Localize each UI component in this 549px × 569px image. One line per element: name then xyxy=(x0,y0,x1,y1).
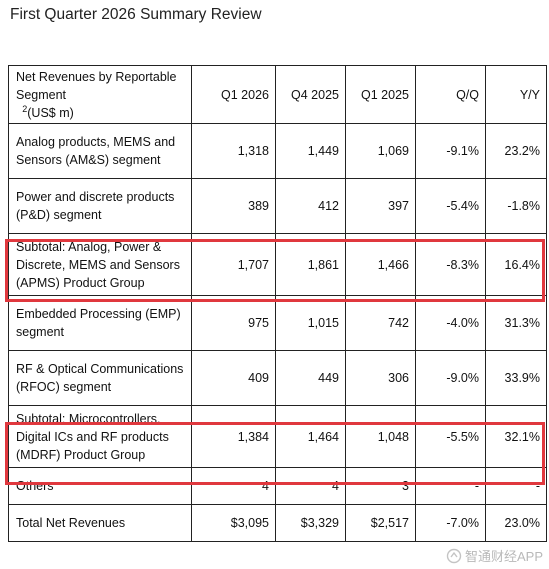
watermark: 智通财经APP xyxy=(446,546,543,565)
cell-value: 397 xyxy=(345,178,416,234)
subtotal-row-apms: Subtotal: Analog, Power & Discrete, MEMS… xyxy=(8,233,547,296)
cell-value: 32.1% xyxy=(485,405,547,468)
cell-value: 4 xyxy=(191,467,276,505)
page-title: First Quarter 2026 Summary Review xyxy=(10,6,262,23)
watermark-logo-icon xyxy=(446,548,462,563)
header-unit: (US$ m) xyxy=(27,105,74,120)
cell-value: 1,384 xyxy=(191,405,276,468)
cell-value: 975 xyxy=(191,295,276,351)
cell-value: 16.4% xyxy=(485,233,547,296)
cell-value: -9.1% xyxy=(415,123,486,179)
row-label: Analog products, MEMS and Sensors (AM&S)… xyxy=(8,123,192,179)
header-label-cell: Net Revenues by Reportable Segment x2(US… xyxy=(8,65,192,124)
cell-value: 1,861 xyxy=(275,233,346,296)
cell-value: 1,464 xyxy=(275,405,346,468)
cell-value: -8.3% xyxy=(415,233,486,296)
row-label: Subtotal: Analog, Power & Discrete, MEMS… xyxy=(8,233,192,296)
table-row: Power and discrete products (P&D) segmen… xyxy=(8,178,547,234)
column-header: Q4 2025 xyxy=(275,65,346,124)
cell-value: - xyxy=(415,467,486,505)
cell-value: 742 xyxy=(345,295,416,351)
row-label: Subtotal: Microcontrollers, Digital ICs … xyxy=(8,405,192,468)
cell-value: 306 xyxy=(345,350,416,406)
subtotal-row-mdrf: Subtotal: Microcontrollers, Digital ICs … xyxy=(8,405,547,468)
cell-value: 1,015 xyxy=(275,295,346,351)
row-label: Embedded Processing (EMP) segment xyxy=(8,295,192,351)
row-label: RF & Optical Communications (RFOC) segme… xyxy=(8,350,192,406)
cell-value: 409 xyxy=(191,350,276,406)
cell-value: 4 xyxy=(275,467,346,505)
cell-value: 1,318 xyxy=(191,123,276,179)
column-header: Q1 2026 xyxy=(191,65,276,124)
column-header: Y/Y xyxy=(485,65,547,124)
cell-value: -4.0% xyxy=(415,295,486,351)
revenue-table: Net Revenues by Reportable Segment x2(US… xyxy=(8,65,547,542)
cell-value: -5.5% xyxy=(415,405,486,468)
row-label: Power and discrete products (P&D) segmen… xyxy=(8,178,192,234)
cell-value: 389 xyxy=(191,178,276,234)
cell-value: 412 xyxy=(275,178,346,234)
cell-value: 23.0% xyxy=(485,504,547,542)
cell-value: $3,095 xyxy=(191,504,276,542)
cell-value: - xyxy=(485,467,547,505)
cell-value: 3 xyxy=(345,467,416,505)
column-header: Q1 2025 xyxy=(345,65,416,124)
table-header-row: Net Revenues by Reportable Segment x2(US… xyxy=(8,65,547,124)
header-superscript: 2 xyxy=(22,103,28,114)
cell-value: 33.9% xyxy=(485,350,547,406)
cell-value: -5.4% xyxy=(415,178,486,234)
row-label: Others xyxy=(8,467,192,505)
row-label: Total Net Revenues xyxy=(8,504,192,542)
table-row: Others 4 4 3 - - xyxy=(8,467,547,505)
cell-value: 1,707 xyxy=(191,233,276,296)
cell-value: -1.8% xyxy=(485,178,547,234)
column-header: Q/Q xyxy=(415,65,486,124)
table-row: RF & Optical Communications (RFOC) segme… xyxy=(8,350,547,406)
watermark-text: 智通财经APP xyxy=(464,549,543,564)
cell-value: 1,069 xyxy=(345,123,416,179)
cell-value: 1,048 xyxy=(345,405,416,468)
cell-value: 449 xyxy=(275,350,346,406)
total-row: Total Net Revenues $3,095 $3,329 $2,517 … xyxy=(8,504,547,542)
header-label: Net Revenues by Reportable Segment xyxy=(16,69,177,102)
table-row: Embedded Processing (EMP) segment 975 1,… xyxy=(8,295,547,351)
cell-value: $3,329 xyxy=(275,504,346,542)
table-row: Analog products, MEMS and Sensors (AM&S)… xyxy=(8,123,547,179)
cell-value: $2,517 xyxy=(345,504,416,542)
cell-value: 31.3% xyxy=(485,295,547,351)
cell-value: 1,449 xyxy=(275,123,346,179)
cell-value: -9.0% xyxy=(415,350,486,406)
cell-value: 1,466 xyxy=(345,233,416,296)
cell-value: 23.2% xyxy=(485,123,547,179)
cell-value: -7.0% xyxy=(415,504,486,542)
